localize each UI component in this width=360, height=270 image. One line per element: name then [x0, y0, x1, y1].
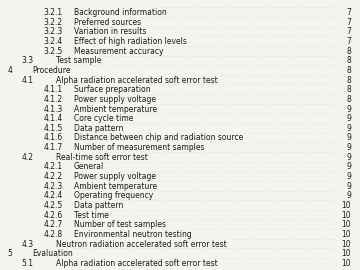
Text: 7: 7	[346, 18, 351, 27]
Text: Power supply voltage: Power supply voltage	[74, 95, 156, 104]
Text: 4.1: 4.1	[22, 76, 33, 85]
Text: Data pattern: Data pattern	[74, 124, 123, 133]
Text: Alpha radiation accelerated soft error test: Alpha radiation accelerated soft error t…	[56, 76, 217, 85]
Text: 4.3: 4.3	[22, 239, 34, 248]
Text: Operating frequency: Operating frequency	[74, 191, 153, 200]
Text: 10: 10	[341, 220, 351, 229]
Text: 4.1.3: 4.1.3	[43, 104, 62, 113]
Text: 10: 10	[341, 259, 351, 268]
Text: Surface preparation: Surface preparation	[74, 85, 150, 94]
Text: 9: 9	[346, 162, 351, 171]
Text: 4.1.4: 4.1.4	[43, 114, 62, 123]
Text: 3.2.3: 3.2.3	[43, 27, 62, 36]
Text: 4.2.4: 4.2.4	[43, 191, 62, 200]
Text: 9: 9	[346, 114, 351, 123]
Text: Measurement accuracy: Measurement accuracy	[74, 47, 163, 56]
Text: Neutron radiation accelerated soft error test: Neutron radiation accelerated soft error…	[56, 239, 226, 248]
Text: 9: 9	[346, 172, 351, 181]
Text: 8: 8	[346, 47, 351, 56]
Text: 3.2.5: 3.2.5	[43, 47, 62, 56]
Text: Test sample: Test sample	[56, 56, 101, 65]
Text: 4.2.3: 4.2.3	[43, 182, 62, 191]
Text: 3.2.1: 3.2.1	[43, 8, 62, 17]
Text: Number of test samples: Number of test samples	[74, 220, 166, 229]
Text: 8: 8	[346, 76, 351, 85]
Text: 7: 7	[346, 27, 351, 36]
Text: 8: 8	[346, 66, 351, 75]
Text: 10: 10	[341, 201, 351, 210]
Text: 8: 8	[346, 95, 351, 104]
Text: General: General	[74, 162, 104, 171]
Text: 8: 8	[346, 85, 351, 94]
Text: 9: 9	[346, 153, 351, 162]
Text: Real-time soft error test: Real-time soft error test	[56, 153, 148, 162]
Text: 9: 9	[346, 124, 351, 133]
Text: 10: 10	[341, 239, 351, 248]
Text: 10: 10	[341, 249, 351, 258]
Text: Environmental neutron testing: Environmental neutron testing	[74, 230, 192, 239]
Text: 10: 10	[341, 230, 351, 239]
Text: 9: 9	[346, 133, 351, 143]
Text: Power supply voltage: Power supply voltage	[74, 172, 156, 181]
Text: 4.1.7: 4.1.7	[43, 143, 62, 152]
Text: 4.1.5: 4.1.5	[43, 124, 62, 133]
Text: 9: 9	[346, 143, 351, 152]
Text: 7: 7	[346, 8, 351, 17]
Text: 9: 9	[346, 104, 351, 113]
Text: 7: 7	[346, 37, 351, 46]
Text: 4.2.1: 4.2.1	[43, 162, 62, 171]
Text: Core cycle time: Core cycle time	[74, 114, 133, 123]
Text: 3.3: 3.3	[22, 56, 34, 65]
Text: Effect of high radiation levels: Effect of high radiation levels	[74, 37, 187, 46]
Text: 10: 10	[341, 211, 351, 220]
Text: Test time: Test time	[74, 211, 109, 220]
Text: Ambient temperature: Ambient temperature	[74, 182, 157, 191]
Text: Ambient temperature: Ambient temperature	[74, 104, 157, 113]
Text: 4.2: 4.2	[22, 153, 33, 162]
Text: Number of measurement samples: Number of measurement samples	[74, 143, 204, 152]
Text: 4: 4	[7, 66, 12, 75]
Text: 4.1.1: 4.1.1	[43, 85, 62, 94]
Text: Data pattern: Data pattern	[74, 201, 123, 210]
Text: Procedure: Procedure	[32, 66, 71, 75]
Text: 4.2.6: 4.2.6	[43, 211, 62, 220]
Text: Background information: Background information	[74, 8, 167, 17]
Text: Preferred sources: Preferred sources	[74, 18, 141, 27]
Text: 3.2.4: 3.2.4	[43, 37, 62, 46]
Text: 3.2.2: 3.2.2	[43, 18, 62, 27]
Text: 8: 8	[346, 56, 351, 65]
Text: Evaluation: Evaluation	[32, 249, 73, 258]
Text: 4.2.2: 4.2.2	[43, 172, 62, 181]
Text: 9: 9	[346, 191, 351, 200]
Text: Distance between chip and radiation source: Distance between chip and radiation sour…	[74, 133, 243, 143]
Text: Alpha radiation accelerated soft error test: Alpha radiation accelerated soft error t…	[56, 259, 217, 268]
Text: 4.2.8: 4.2.8	[43, 230, 62, 239]
Text: 4.2.7: 4.2.7	[43, 220, 62, 229]
Text: 4.2.5: 4.2.5	[43, 201, 62, 210]
Text: 5.1: 5.1	[22, 259, 33, 268]
Text: 4.1.2: 4.1.2	[43, 95, 62, 104]
Text: 9: 9	[346, 182, 351, 191]
Text: 5: 5	[7, 249, 12, 258]
Text: Variation in results: Variation in results	[74, 27, 146, 36]
Text: 4.1.6: 4.1.6	[43, 133, 62, 143]
